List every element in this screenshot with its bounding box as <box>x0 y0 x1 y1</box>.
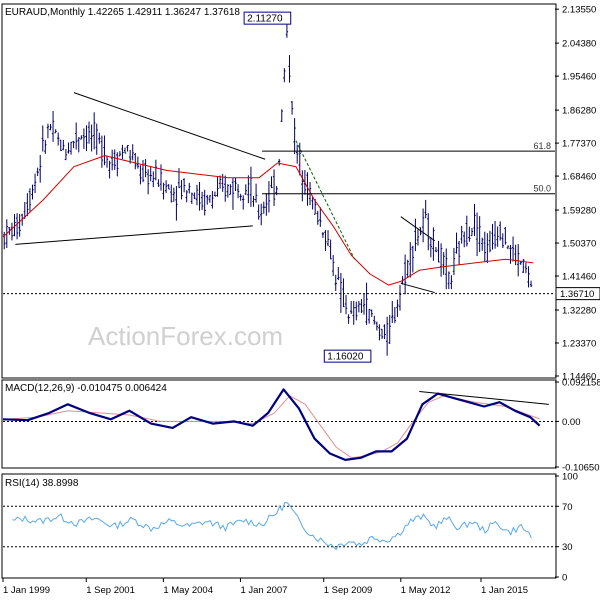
rsi-layer <box>3 502 555 551</box>
price-y-tick-label: 1.23370 <box>562 339 596 350</box>
price-y-tick-label: 1.59280 <box>562 206 596 217</box>
price-y-tick-label: 1.50370 <box>562 239 596 250</box>
high-label: 2.11270 <box>247 14 283 25</box>
watermark: ActionForex.com <box>88 321 283 351</box>
trendline <box>400 216 436 242</box>
high-label-box <box>243 11 292 25</box>
trendline <box>73 92 266 160</box>
macd-trendline <box>419 390 549 405</box>
low-label-box <box>323 349 372 363</box>
price-panel-frame <box>1 3 557 379</box>
x-tick-label: 1 May 2012 <box>401 585 451 596</box>
macd-line <box>2 388 541 461</box>
trendline <box>15 225 253 245</box>
macd-layer <box>2 388 555 461</box>
price-y-tick-label: 1.95460 <box>562 72 596 83</box>
price-y-tick-label: 2.13550 <box>562 5 596 16</box>
rsi-panel-frame <box>1 473 557 579</box>
price-y-tick-label: 1.77370 <box>562 139 596 150</box>
x-tick-label: 1 Jan 2007 <box>240 585 287 596</box>
current-price-tag-box <box>555 287 600 301</box>
x-tick-label: 1 Sep 2001 <box>86 585 135 596</box>
low-label: 1.16020 <box>327 352 364 363</box>
price-y-tick-label: 1.41460 <box>562 272 596 283</box>
price-y-tick-label: 1.68460 <box>562 172 596 183</box>
rsi-y-tick-label: 100 <box>562 472 578 483</box>
axis-layer: 2.13550 2.04380 1.95460 1.86280 1.77370 1.684… <box>2 5 600 596</box>
price-layer: 61.8 50.0 2.11270 1.16020 <box>2 11 555 363</box>
price-header: EURAUD,Monthly 1.42265 1.42911 1.36247 1… <box>5 7 240 18</box>
x-tick-label: 1 Jan 1999 <box>3 585 50 596</box>
price-y-tick-label: 1.14460 <box>562 372 596 383</box>
rsi-y-tick-label: 0 <box>562 573 567 584</box>
macd-y-tick-label: 0.092158 <box>562 378 600 389</box>
rsi-y-tick-label: 30 <box>562 542 573 553</box>
fib-level-label: 61.8 <box>533 141 551 151</box>
rsi-header: RSI(14) 38.8998 <box>5 478 79 489</box>
macd-y-tick-label: 0.00 <box>562 417 581 428</box>
x-tick-label: 1 Sep 2009 <box>324 585 373 596</box>
sma-line <box>2 155 534 286</box>
macd-y-tick-label: -0.106503 <box>562 463 600 474</box>
x-tick-label: 1 May 2004 <box>163 585 213 596</box>
rsi-line <box>12 502 532 551</box>
x-tick-label: 1 Jan 2015 <box>481 585 528 596</box>
macd-header: MACD(12,26,9) -0.010475 0.006424 <box>5 383 167 394</box>
fib-level-label: 50.0 <box>533 184 551 194</box>
price-y-tick-label: 1.32280 <box>562 306 596 317</box>
current-price-tag: 1.36710 <box>560 289 594 300</box>
rsi-y-tick-label: 70 <box>562 502 573 513</box>
dashed-trendline <box>295 140 356 260</box>
price-y-tick-label: 1.86280 <box>562 106 596 117</box>
price-y-tick-label: 2.04380 <box>562 39 596 50</box>
macd-signal-line <box>2 395 540 459</box>
trendline <box>400 282 435 294</box>
macd-panel-frame <box>1 379 557 469</box>
